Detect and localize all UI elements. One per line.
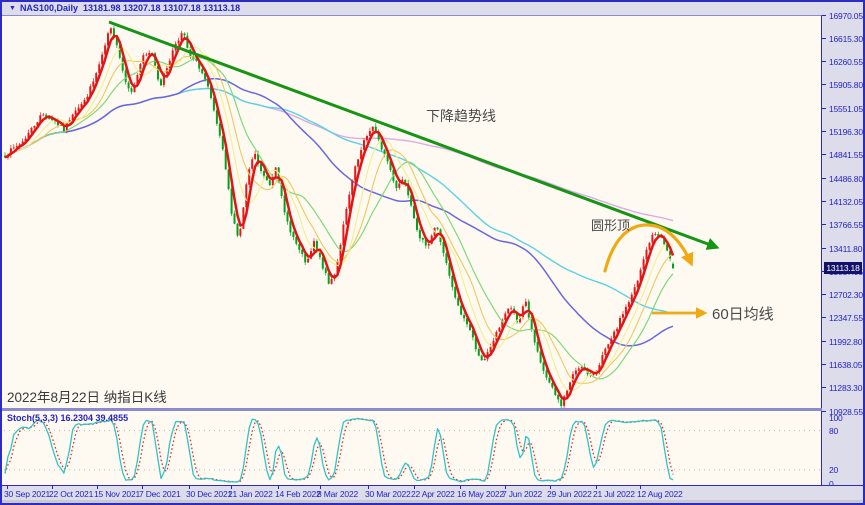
x-axis-label: 12 Aug 2022 xyxy=(637,489,683,499)
header-ohlc-values: 13181.98 13207.18 13107.18 13113.18 xyxy=(82,3,241,13)
trendline-label: 下降趋势线 xyxy=(426,108,496,124)
candlestick-series xyxy=(4,25,674,408)
symbol-collapse-icon[interactable]: ▼ xyxy=(9,5,16,12)
y-axis-tick xyxy=(822,294,826,296)
y-axis-tick xyxy=(822,107,826,109)
y-axis-tick xyxy=(822,61,826,63)
x-axis-tick xyxy=(142,486,143,489)
x-axis-tick xyxy=(596,486,597,489)
ma-lines-front xyxy=(4,34,675,401)
stoch-k-line xyxy=(4,417,674,483)
y-axis-tick xyxy=(822,84,826,86)
x-axis-tick xyxy=(7,486,8,489)
y-axis-label: 10928.55 xyxy=(829,406,863,417)
ma-14-line xyxy=(4,54,674,384)
panel-separator[interactable] xyxy=(2,408,863,411)
stoch-axis-label: 80 xyxy=(829,426,839,437)
x-axis-label: 30 Mar 2022 xyxy=(365,489,411,499)
y-axis-label: 14841.55 xyxy=(829,150,863,161)
y-axis-tick xyxy=(822,410,826,412)
y-axis-label: 12347.55 xyxy=(829,313,863,324)
ma-4-line xyxy=(4,34,675,401)
candlestick-chart[interactable] xyxy=(2,15,822,408)
ma-90-line xyxy=(4,87,674,315)
y-axis-label: 15551.05 xyxy=(829,103,863,114)
y-axis-tick xyxy=(822,317,826,319)
x-axis-tick xyxy=(97,486,98,489)
ma-lines-back xyxy=(4,77,674,347)
ma60-label: 60日均线 xyxy=(712,306,774,323)
chart-caption: 2022年8月22日 纳指日K线 xyxy=(7,390,167,405)
y-axis-label: 11992.80 xyxy=(829,336,863,347)
y-axis-label: 16260.55 xyxy=(829,57,863,68)
x-axis-tick xyxy=(640,486,641,489)
x-axis-label: 7 Dec 2021 xyxy=(139,489,181,499)
stoch-axis-label: 20 xyxy=(829,465,839,476)
x-axis-label: 15 Nov 2021 xyxy=(94,489,141,499)
y-axis-tick xyxy=(822,154,826,156)
y-axis-tick xyxy=(822,14,826,16)
ma-60-line xyxy=(4,77,674,347)
y-axis-label: 16970.05 xyxy=(829,10,863,21)
x-axis-label: 21 Jul 2022 xyxy=(593,489,635,499)
y-axis-label: 12702.30 xyxy=(829,290,863,301)
symbol-title: NAS100,Daily xyxy=(19,3,78,13)
x-axis-label: 7 Jun 2022 xyxy=(502,489,543,499)
x-axis-tick xyxy=(414,486,415,489)
stochastic-chart xyxy=(4,417,820,483)
stoch-axis-label: 100 xyxy=(829,413,843,423)
round-top-label: 圆形顶 xyxy=(591,218,631,233)
x-axis-label: 16 May 2022 xyxy=(457,489,504,499)
y-axis-tick xyxy=(822,37,826,39)
ma-21-line xyxy=(4,56,674,380)
x-axis-label: 22 Oct 2021 xyxy=(49,489,94,499)
x-axis-tick xyxy=(189,486,190,489)
x-axis-label: 22 Apr 2022 xyxy=(411,489,455,499)
y-axis-label: 14132.05 xyxy=(829,196,863,207)
y-axis-tick xyxy=(822,364,826,365)
y-axis-label: 15196.30 xyxy=(829,127,863,137)
x-axis-tick xyxy=(52,486,53,489)
chart-header: ▼ NAS100,Daily 13181.98 13207.18 13107.18… xyxy=(2,2,863,15)
y-axis-label: 11638.05 xyxy=(829,360,863,370)
x-axis-tick xyxy=(231,486,232,489)
y-axis-tick xyxy=(822,387,826,389)
stoch-axis-label: 0 xyxy=(829,478,834,489)
x-axis-label: 30 Sep 2021 xyxy=(4,489,51,499)
y-axis-label: 13766.55 xyxy=(829,220,863,231)
window-bottom-strip xyxy=(2,500,863,503)
current-price-tag: 13113.18 xyxy=(824,262,862,274)
descending-trendline[interactable] xyxy=(108,20,720,250)
y-axis-tick xyxy=(822,340,826,342)
x-axis-label: 29 Jun 2022 xyxy=(547,489,592,499)
x-axis-label: 8 Mar 2022 xyxy=(317,489,358,499)
y-axis-label: 16615.30 xyxy=(829,33,863,44)
y-axis-label: 14486.80 xyxy=(829,173,863,184)
x-axis-tick xyxy=(460,486,461,489)
y-axis-label: 15905.80 xyxy=(829,80,863,91)
y-axis-tick xyxy=(822,247,826,249)
y-axis-tick xyxy=(822,200,826,202)
y-axis-tick xyxy=(822,131,826,132)
x-axis-label: 30 Dec 2021 xyxy=(186,489,233,499)
stochastic-indicator-label: Stoch(5,3,3) 16.2304 39.4855 xyxy=(7,413,129,423)
x-axis-tick xyxy=(320,486,321,489)
x-axis-tick xyxy=(368,486,369,489)
y-axis-tick xyxy=(822,224,826,226)
y-axis-tick xyxy=(822,177,826,179)
x-axis-tick xyxy=(278,486,279,489)
date-axis[interactable]: 30 Sep 2021 22 Oct 2021 15 Nov 2021 7 Dec 2… xyxy=(2,485,863,500)
y-axis-label: 13411.80 xyxy=(829,243,863,254)
x-axis-label: 14 Feb 2022 xyxy=(275,489,321,499)
price-axis[interactable]: 13113.18 16970.05 16615.30 16260.55 15905.8… xyxy=(822,2,863,489)
x-axis-label: 21 Jan 2022 xyxy=(228,489,273,499)
stoch-d-line xyxy=(4,418,674,483)
x-axis-tick xyxy=(550,486,551,489)
x-axis-tick xyxy=(505,486,506,489)
ma-9-line xyxy=(4,46,674,392)
y-axis-label: 11283.30 xyxy=(829,383,863,394)
round-top-arc-arrow[interactable] xyxy=(603,223,694,273)
